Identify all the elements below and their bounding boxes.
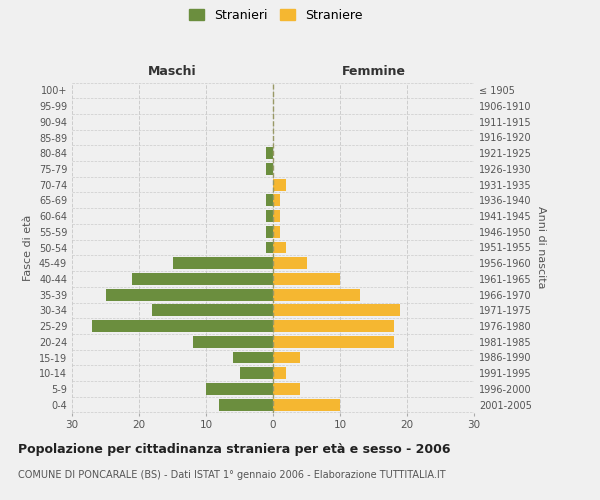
Text: Popolazione per cittadinanza straniera per età e sesso - 2006: Popolazione per cittadinanza straniera p… bbox=[18, 442, 451, 456]
Bar bbox=[273, 179, 286, 190]
Bar bbox=[106, 289, 273, 300]
Bar bbox=[152, 304, 273, 316]
Bar bbox=[273, 383, 300, 395]
Bar bbox=[273, 273, 340, 285]
Bar bbox=[273, 210, 280, 222]
Bar bbox=[273, 320, 394, 332]
Bar bbox=[273, 368, 286, 379]
Text: Maschi: Maschi bbox=[148, 65, 197, 78]
Bar bbox=[273, 304, 400, 316]
Bar bbox=[273, 398, 340, 410]
Bar bbox=[273, 258, 307, 269]
Bar bbox=[266, 210, 273, 222]
Text: COMUNE DI PONCARALE (BS) - Dati ISTAT 1° gennaio 2006 - Elaborazione TUTTITALIA.: COMUNE DI PONCARALE (BS) - Dati ISTAT 1°… bbox=[18, 470, 446, 480]
Y-axis label: Fasce di età: Fasce di età bbox=[23, 214, 33, 280]
Bar bbox=[266, 226, 273, 237]
Bar bbox=[273, 336, 394, 347]
Bar bbox=[193, 336, 273, 347]
Bar bbox=[220, 398, 273, 410]
Bar bbox=[173, 258, 273, 269]
Bar bbox=[266, 194, 273, 206]
Bar bbox=[266, 148, 273, 159]
Bar bbox=[273, 242, 286, 254]
Bar bbox=[266, 242, 273, 254]
Bar bbox=[273, 194, 280, 206]
Bar bbox=[206, 383, 273, 395]
Y-axis label: Anni di nascita: Anni di nascita bbox=[536, 206, 545, 288]
Bar bbox=[132, 273, 273, 285]
Bar bbox=[92, 320, 273, 332]
Text: Femmine: Femmine bbox=[341, 65, 406, 78]
Bar bbox=[273, 352, 300, 364]
Bar bbox=[273, 226, 280, 237]
Bar bbox=[266, 163, 273, 175]
Bar bbox=[273, 289, 360, 300]
Legend: Stranieri, Straniere: Stranieri, Straniere bbox=[189, 8, 363, 22]
Bar bbox=[233, 352, 273, 364]
Bar bbox=[239, 368, 273, 379]
